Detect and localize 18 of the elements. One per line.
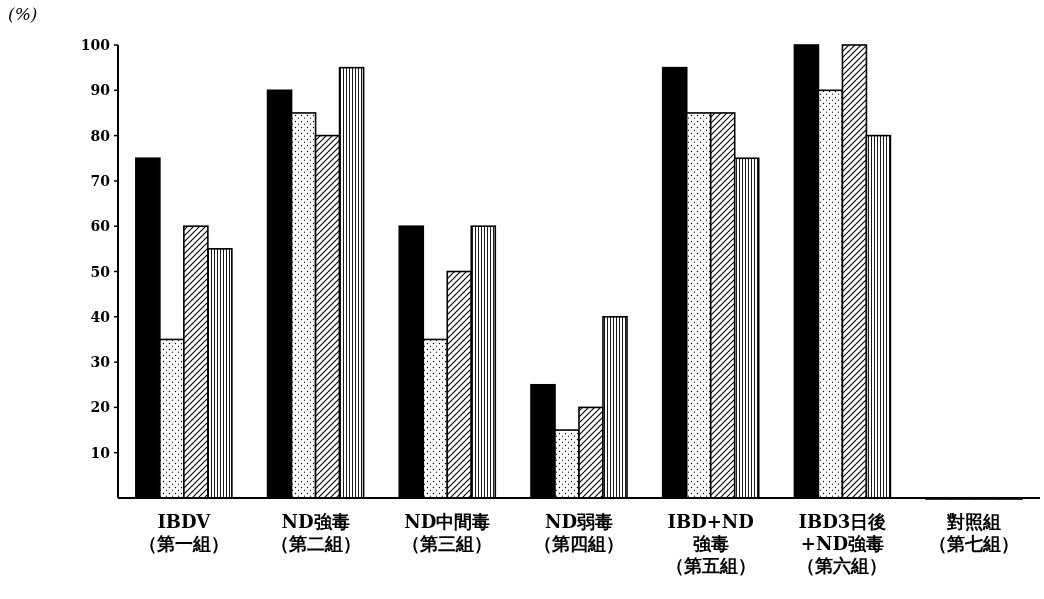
y-axis-title: (%) xyxy=(8,4,38,24)
y-tick-label: 50 xyxy=(90,263,111,280)
y-tick-label: 80 xyxy=(90,127,111,144)
x-tick-label: ND強毒（第二組） xyxy=(270,511,361,554)
y-tick-label: 20 xyxy=(90,399,111,416)
x-tick-label: IBD3日後+ND強毒（第六組） xyxy=(797,511,888,576)
y-tick-label: 30 xyxy=(90,354,111,371)
y-tick-label: 90 xyxy=(90,82,111,99)
y-tick-label: 70 xyxy=(90,172,111,189)
y-tick-label: 10 xyxy=(90,444,111,461)
y-tick-label: 60 xyxy=(90,218,111,235)
x-tick-label: 對照組（第七組） xyxy=(929,511,1020,554)
y-tick-label: 40 xyxy=(90,308,111,325)
x-tick-label: IBD+ND強毒（第五組） xyxy=(665,511,756,576)
x-tick-label: ND弱毒（第四組） xyxy=(534,511,624,554)
x-tick-label: IBDV（第一組） xyxy=(138,511,229,554)
y-tick-label: 100 xyxy=(80,37,111,53)
x-tick-label: ND中間毒（第三組） xyxy=(402,511,493,554)
